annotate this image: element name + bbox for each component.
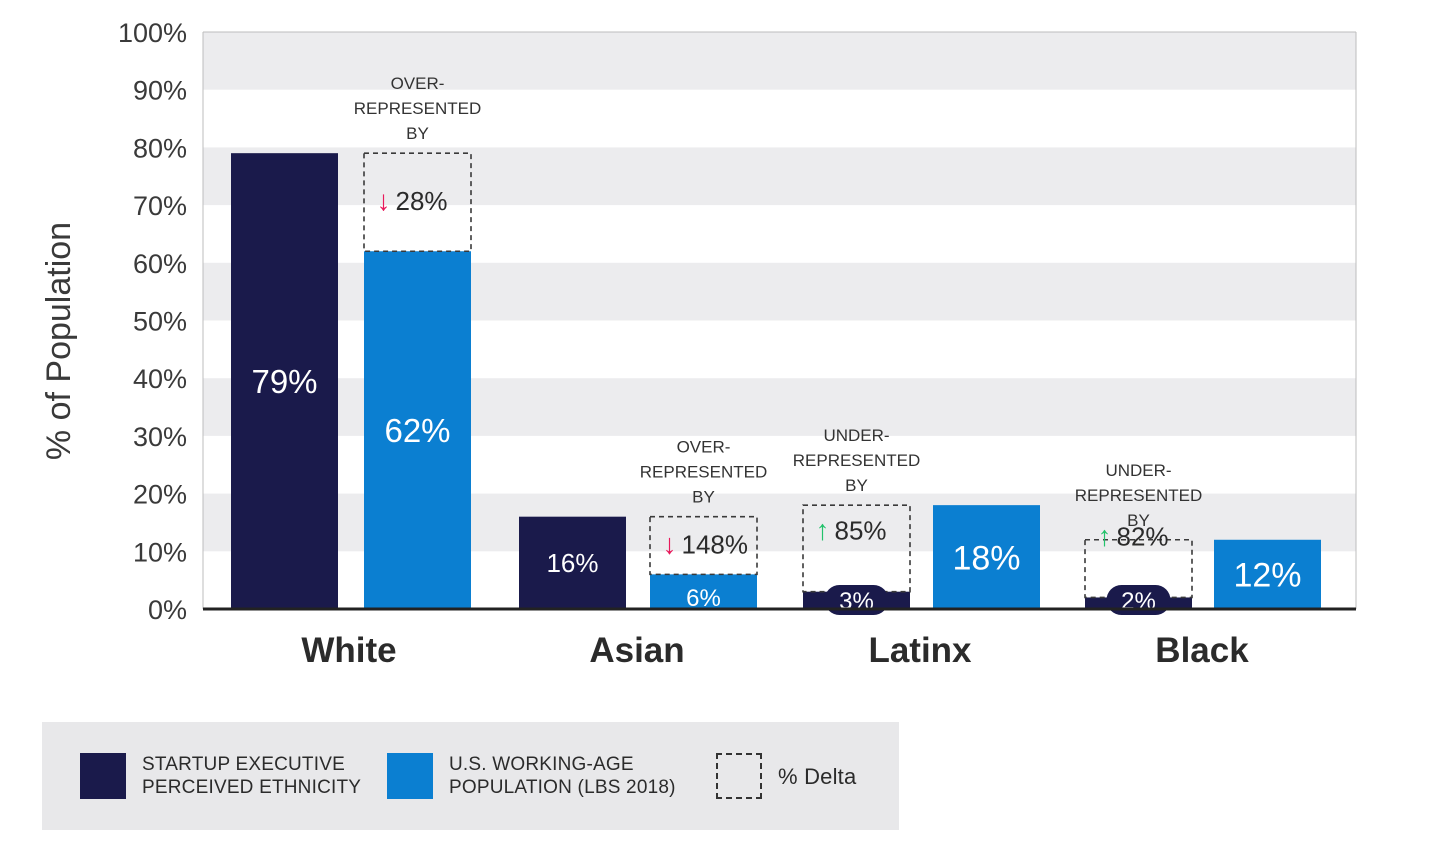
data-label: 2% [1121,588,1156,615]
delta-status-label: REPRESENTED [1075,486,1203,505]
data-label: 12% [1233,557,1301,595]
data-label: 62% [384,412,450,449]
legend-label-startup-executive: STARTUP EXECUTIVE PERCEIVED ETHNICITY [142,754,362,798]
delta-arrow-icon: ↑ [816,515,830,546]
legend-item-us-population: U.S. WORKING-AGE POPULATION (LBS 2018) [387,722,676,830]
legend-swatch-us-population [387,753,433,799]
legend-item-startup-executive: STARTUP EXECUTIVE PERCEIVED ETHNICITY [80,722,361,830]
delta-box [363,152,472,253]
data-label: 18% [952,539,1020,577]
delta-status-label: BY [692,488,715,507]
x-category-label: Asian [589,631,684,670]
y-tick-label: 90% [133,76,187,106]
delta-value: 28% [396,186,448,216]
data-label: 16% [546,548,598,578]
delta-status-label: OVER- [677,438,731,457]
x-category-label: White [301,631,396,670]
y-tick-label: 10% [133,537,187,567]
delta-arrow-icon: ↑ [1098,520,1112,551]
bar-us-population [1214,539,1321,609]
data-label: 79% [251,363,317,400]
delta-status-label: OVER- [391,74,445,93]
grid-band [203,147,1356,206]
delta-value: 82% [1117,521,1169,551]
delta-status-label: UNDER- [823,426,889,445]
y-tick-label: 70% [133,191,187,221]
delta-box [649,515,758,576]
y-tick-label: 20% [133,480,187,510]
x-category-label: Latinx [868,631,972,670]
bar-chart: 0% 10% 20% 30% 40% 50% 60% 70% 80% 90% 100% % of Po… [40,18,1357,670]
legend-swatch-delta [716,753,762,799]
bar-startup-executive [519,516,626,609]
legend: STARTUP EXECUTIVE PERCEIVED ETHNICITY U.… [42,722,899,830]
y-tick-label: 100% [118,18,187,48]
bar-us-population [364,251,471,609]
delta-value: 85% [835,516,887,546]
legend-item-delta: % Delta [716,722,856,830]
y-tick-label: 0% [148,595,187,625]
bar-us-population [650,574,757,609]
y-tick-label: 30% [133,422,187,452]
delta-arrow-icon: ↓ [377,185,391,216]
delta-status-label: BY [845,476,868,495]
x-category-label: Black [1155,631,1249,670]
y-tick-label: 40% [133,364,187,394]
delta-arrow-icon: ↓ [663,529,677,560]
delta-status-label: UNDER- [1105,461,1171,480]
legend-swatch-startup-executive [80,753,126,799]
y-tick-label: 60% [133,249,187,279]
delta-status-label: BY [406,124,429,143]
y-tick-label: 50% [133,307,187,337]
delta-value: 148% [682,530,749,560]
legend-label-delta: % Delta [778,763,857,789]
y-tick-label: 80% [133,133,187,163]
legend-label-us-population: U.S. WORKING-AGE POPULATION (LBS 2018) [449,754,676,798]
delta-status-label: BY [1127,511,1150,530]
delta-status-label: REPRESENTED [640,463,768,482]
bar-us-population [933,505,1040,609]
grid-band [203,32,1356,90]
data-label: 3% [839,588,874,615]
delta-status-label: REPRESENTED [793,451,921,470]
delta-status-label: REPRESENTED [354,99,482,118]
y-axis-label: % of Population [40,222,78,460]
bar-startup-executive [231,153,338,610]
